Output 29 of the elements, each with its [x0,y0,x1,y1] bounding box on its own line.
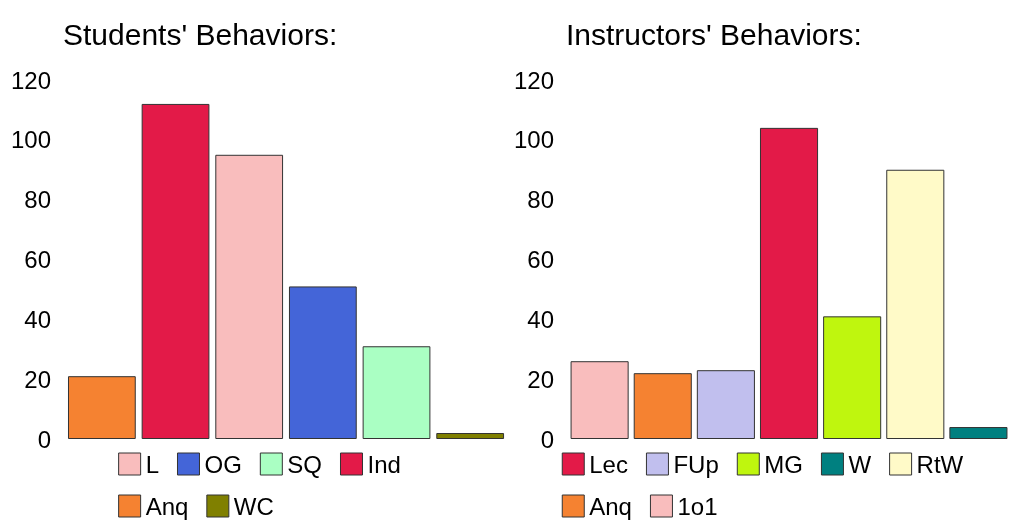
y-tick-label: 40 [24,305,52,333]
legend-label: OG [204,450,242,478]
legend-label: L [145,450,159,478]
legend-label: MG [764,450,803,478]
legend-label: Ind [367,450,401,478]
y-tick-label: 0 [37,425,52,453]
legend-label: W [848,450,872,478]
y-tick-label: 60 [527,246,555,273]
y-tick-label: 20 [24,365,52,393]
legend-label: SQ [287,450,323,478]
legend-label: WC [233,492,274,520]
y-tick-label: 0 [540,425,555,453]
legend-label: Lec [589,450,628,478]
y-tick-label: 100 [514,126,555,154]
legend-label: Anq [589,492,632,520]
y-tick-label: 120 [514,66,555,94]
legend-label: FUp [673,450,719,478]
y-tick-label: 60 [24,246,52,273]
y-tick-label: 20 [527,365,555,393]
y-tick-label: 80 [527,186,555,214]
y-tick-label: 80 [24,186,52,214]
legend-label: Anq [145,492,189,520]
legend-label: RtW [916,450,964,478]
y-tick-label: 40 [527,305,555,333]
chart-title: Instructors' Behaviors: [566,17,862,51]
chart-title: Students' Behaviors: [63,17,338,51]
legend-label: 1o1 [677,492,718,520]
y-tick-label: 100 [11,126,52,154]
y-tick-label: 120 [11,66,52,94]
